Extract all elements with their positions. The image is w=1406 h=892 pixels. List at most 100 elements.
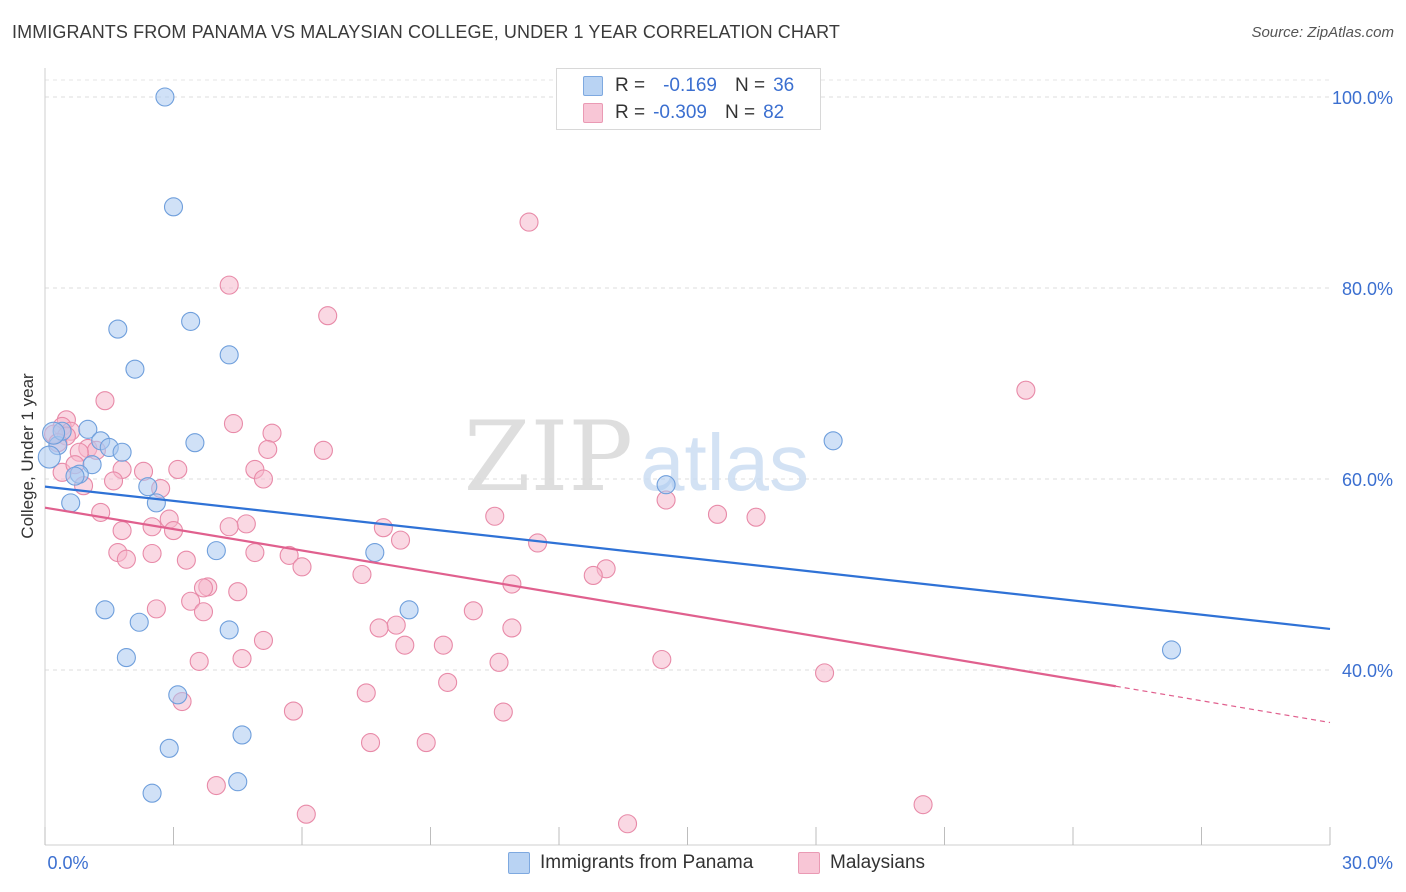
malaysian-point-39: [142, 543, 162, 564]
panama-point-12: [37, 445, 61, 469]
bottom-legend-malaysians: Malaysians: [798, 852, 925, 874]
malaysian-point-3: [95, 391, 115, 411]
malaysian-point-30: [707, 504, 728, 524]
legend-swatch-malaysians: [583, 103, 603, 123]
panama-point-16: [138, 477, 158, 497]
malaysian-point-61: [433, 635, 453, 655]
malaysian-trend-extension: [1115, 685, 1331, 724]
panama-point-27: [219, 620, 239, 640]
x-tick-label-1: 30.0%: [1342, 853, 1393, 873]
panama-point-5: [125, 359, 145, 379]
legend-r-value-panama: -0.169: [663, 75, 717, 96]
malaysian-point-50: [193, 578, 214, 598]
legend-swatch-panama: [583, 76, 603, 96]
panama-point-30: [232, 725, 252, 745]
malaysian-trend-line: [44, 506, 1117, 688]
malaysian-point-66: [815, 663, 835, 683]
legend-n-value-malaysians: 82: [763, 102, 785, 123]
panama-point-28: [116, 648, 136, 668]
bottom-legend-label-malaysians: Malaysians: [830, 852, 926, 873]
panama-point-22: [656, 475, 676, 495]
bottom-legend-panama: Immigrants from Panama: [508, 852, 753, 874]
panama-point-2: [181, 311, 201, 331]
panama-point-18: [61, 493, 81, 513]
malaysian-point-54: [193, 602, 214, 622]
panama-point-1: [163, 197, 184, 217]
legend-n-value-panama: 36: [773, 75, 795, 96]
malaysian-point-32: [112, 521, 132, 541]
malaysian-point-71: [493, 702, 513, 722]
malaysian-point-68: [356, 683, 376, 703]
zipatlas-watermark: ZIP atlas: [464, 401, 809, 513]
malaysian-point-31: [746, 507, 766, 527]
malaysian-point-28: [485, 506, 505, 526]
legend-row-malaysians: R = -0.309 N = 82: [583, 101, 784, 125]
malaysian-point-60: [395, 635, 415, 655]
panama-point-19: [146, 493, 166, 513]
panama-points: [37, 87, 1182, 803]
legend-n-label: N =: [724, 102, 756, 123]
trend-lines: [44, 485, 1331, 724]
malaysian-point-74: [206, 776, 226, 796]
malaysian-point-70: [283, 701, 303, 721]
panama-point-15: [65, 466, 85, 486]
panama-point-32: [228, 772, 248, 792]
panama-point-33: [142, 783, 162, 803]
panama-point-25: [129, 612, 149, 632]
malaysian-point-2: [318, 306, 338, 326]
panama-point-34: [1161, 640, 1182, 660]
panama-point-0: [155, 87, 175, 107]
malaysian-point-64: [489, 652, 509, 672]
stats-legend: R = -0.169 N = 36 R = -0.309 N = 82: [556, 68, 821, 130]
bottom-legend-swatch-malaysians: [798, 852, 820, 874]
legend-r-label: R =: [615, 102, 646, 123]
malaysian-point-52: [181, 591, 201, 611]
malaysian-point-67: [438, 672, 458, 692]
source-credit: Source: ZipAtlas.com: [1251, 24, 1394, 41]
legend-r-label: R =: [615, 75, 646, 96]
malaysian-point-75: [296, 804, 316, 824]
malaysian-point-1: [219, 275, 239, 295]
malaysian-point-63: [232, 648, 252, 669]
malaysian-point-47: [583, 565, 603, 586]
tick-labels: 40.0% 60.0% 80.0% 100.0% 0.0% 30.0%: [47, 88, 1393, 873]
bottom-legend-label-panama: Immigrants from Panama: [540, 852, 754, 873]
malaysian-point-18: [168, 459, 188, 480]
malaysian-point-41: [176, 550, 196, 570]
malaysian-point-73: [416, 733, 436, 753]
malaysian-point-53: [146, 599, 166, 619]
panama-point-20: [206, 541, 226, 561]
malaysian-point-37: [219, 517, 239, 537]
panama-point-26: [399, 600, 419, 620]
malaysian-point-77: [913, 795, 933, 815]
malaysian-point-13: [258, 439, 278, 459]
malaysians-points: [44, 212, 1036, 834]
panama-point-17: [185, 433, 205, 453]
gridlines: [45, 79, 1330, 671]
chart-title: IMMIGRANTS FROM PANAMA VS MALAYSIAN COLL…: [12, 22, 840, 42]
malaysian-point-72: [360, 733, 381, 753]
malaysian-point-10: [262, 423, 282, 443]
panama-point-13: [82, 455, 102, 475]
panama-point-4: [219, 345, 239, 365]
panama-point-31: [159, 738, 179, 758]
malaysian-point-57: [369, 618, 389, 638]
malaysian-point-14: [313, 440, 333, 460]
legend-r-value-malaysians: -0.309: [653, 102, 707, 123]
legend-n-label: N =: [734, 75, 766, 96]
panama-point-23: [823, 431, 843, 451]
malaysian-point-65: [652, 649, 672, 670]
y-tick-label-2: 80.0%: [1342, 279, 1393, 299]
malaysian-point-62: [189, 651, 209, 671]
panama-trend-line: [44, 485, 1331, 631]
y-tick-label-3: 100.0%: [1332, 88, 1393, 108]
y-axis-label: College, Under 1 year: [18, 373, 37, 539]
malaysian-point-40: [116, 549, 136, 569]
watermark-zip: ZIP: [464, 401, 633, 513]
malaysian-point-5: [223, 414, 244, 434]
malaysian-point-42: [245, 542, 265, 563]
bottom-legend-swatch-panama: [508, 852, 530, 874]
malaysian-point-21: [103, 471, 124, 491]
malaysian-point-78: [1016, 380, 1036, 400]
